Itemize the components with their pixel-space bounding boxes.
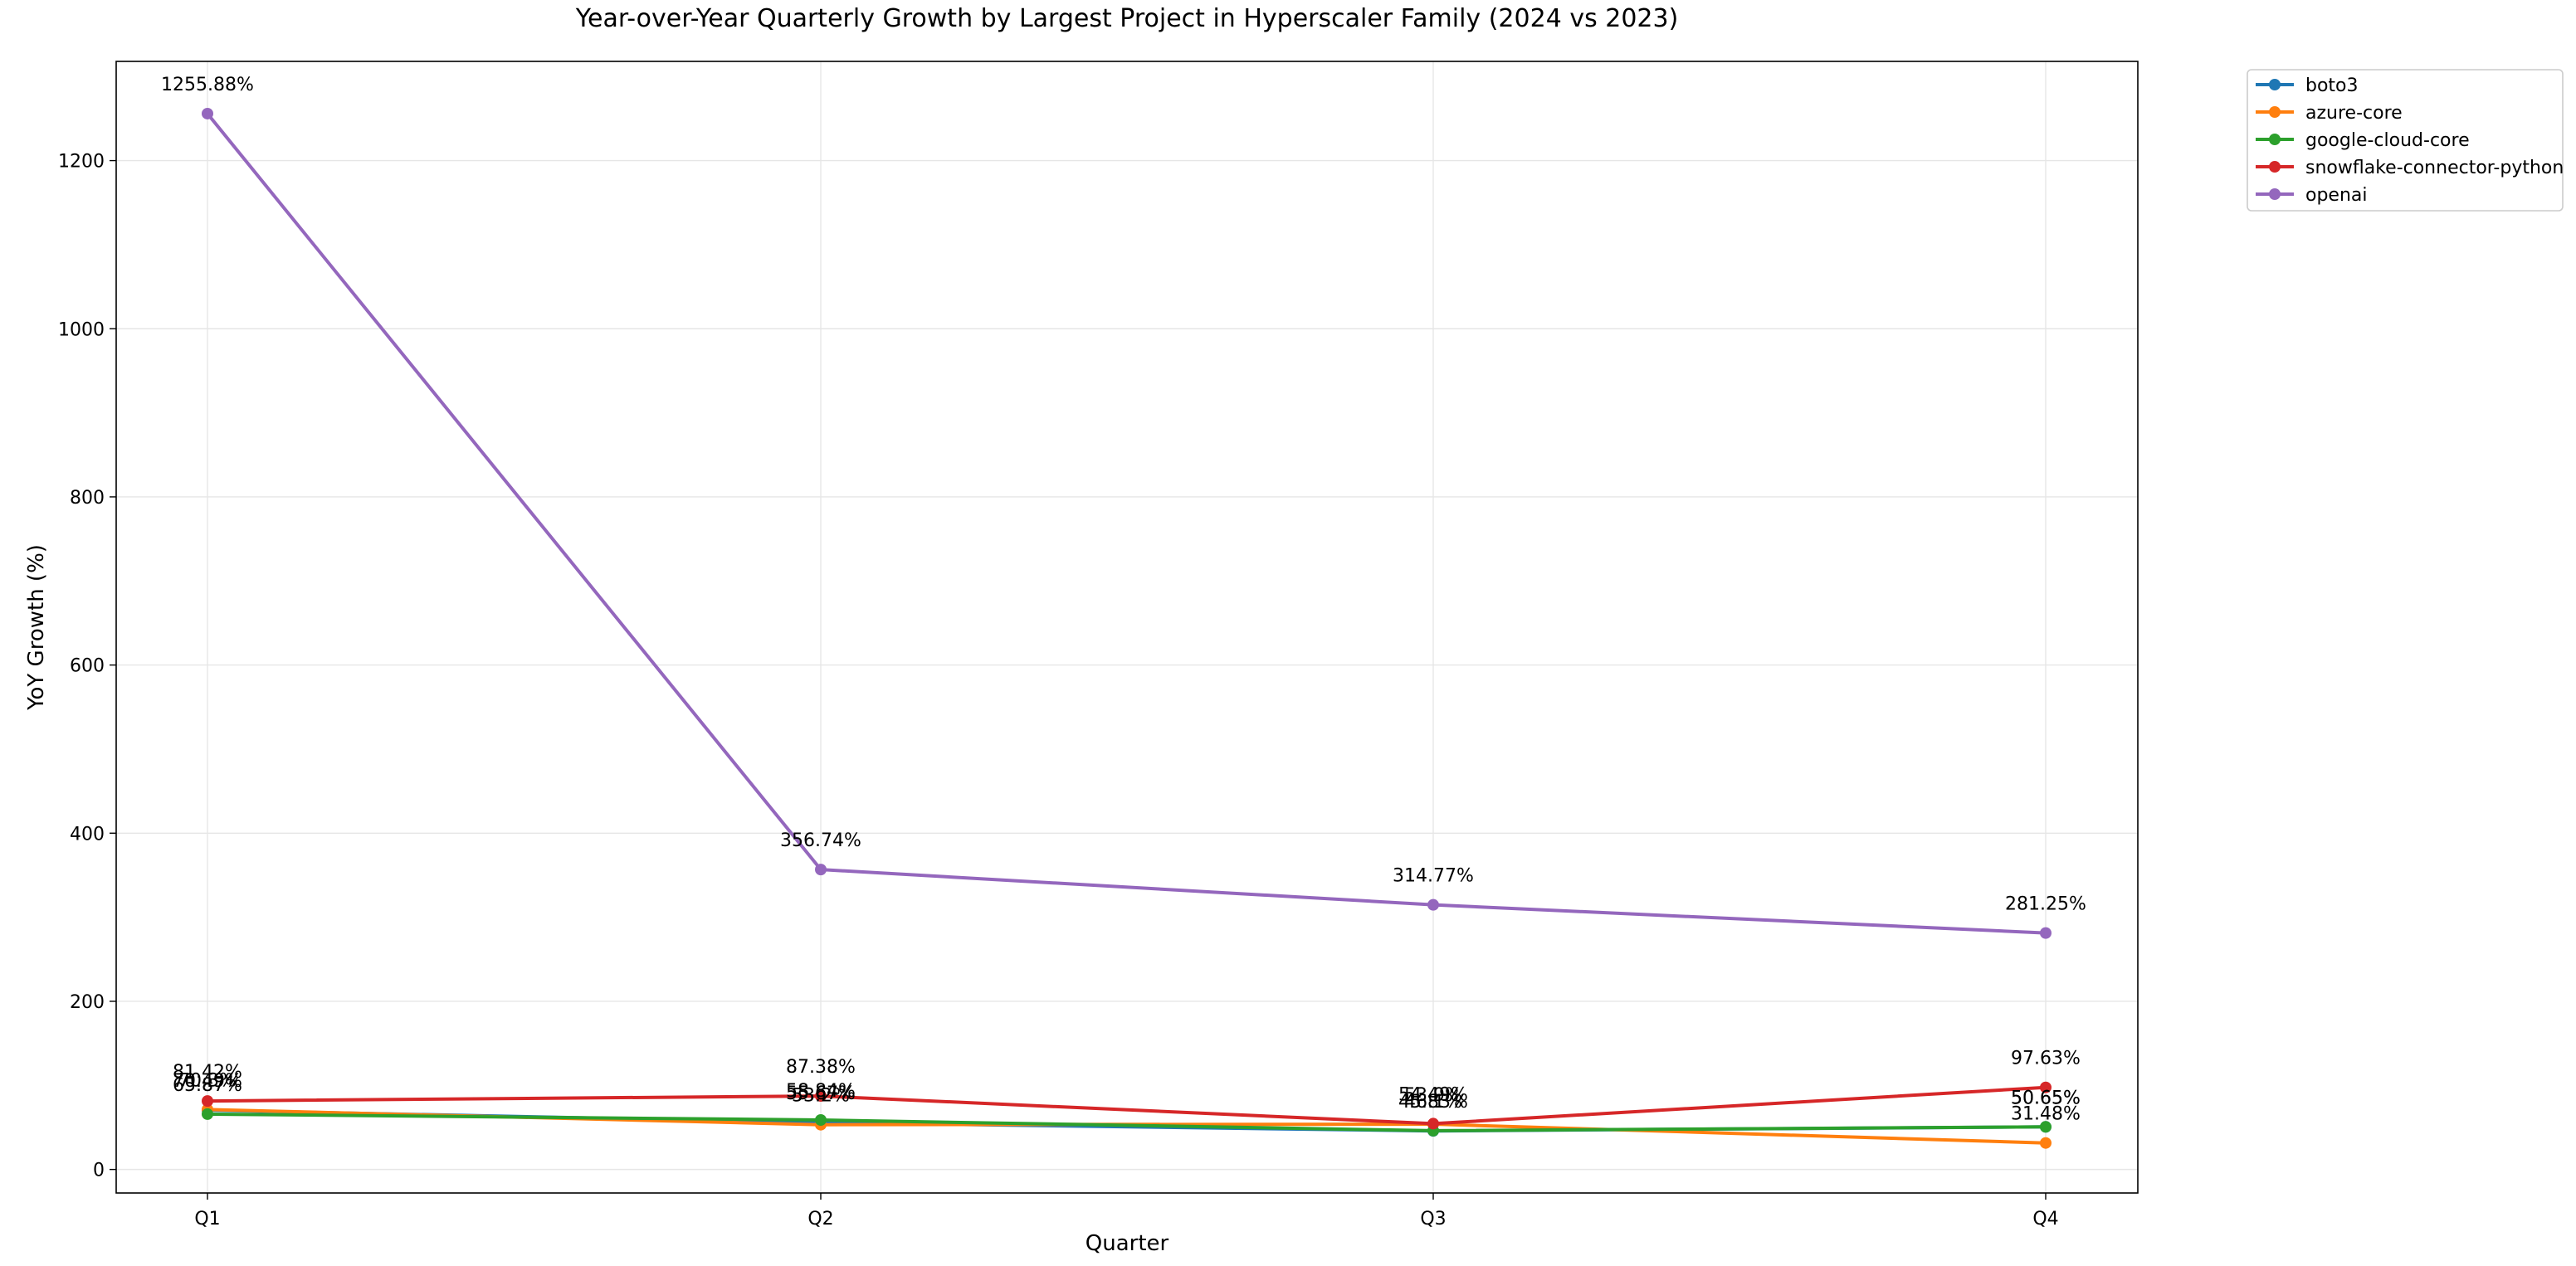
- data-point[interactable]: [1427, 898, 1439, 911]
- legend[interactable]: boto3 azure-core google-cloud-core snowflak…: [2247, 69, 2564, 212]
- series-layer: [202, 107, 2052, 1149]
- data-label: 50.65%: [2011, 1088, 2081, 1108]
- series-line[interactable]: [206, 1112, 2047, 1132]
- data-point[interactable]: [2040, 1081, 2052, 1093]
- y-tick-label: 0: [93, 1161, 105, 1181]
- legend-marker: [2269, 134, 2281, 145]
- data-label: 1255.88%: [161, 75, 254, 95]
- legend-frame: [2247, 69, 2564, 212]
- x-tick-label: Q2: [807, 1209, 833, 1229]
- data-point[interactable]: [202, 1095, 213, 1108]
- data-label: 46.1%: [1404, 1092, 1462, 1113]
- y-tick-label: 400: [70, 824, 105, 845]
- series-line[interactable]: [206, 1085, 2047, 1126]
- data-label: 70.49%: [173, 1071, 242, 1092]
- plot-area: 70.49% 55.67% 45.83% 50.65% 70.3% 53.2% 53.9% 3…: [115, 61, 2139, 1194]
- data-label: 281.25%: [2005, 894, 2086, 915]
- data-label: 58.84%: [786, 1081, 856, 1102]
- data-label: 53.9%: [1404, 1085, 1462, 1106]
- legend-marker: [2269, 161, 2281, 173]
- data-point[interactable]: [202, 107, 213, 119]
- data-point[interactable]: [2040, 1137, 2052, 1149]
- data-labels: 70.49% 55.67% 45.83% 50.65% 70.3% 53.2% 53.9% 3…: [161, 75, 2086, 1125]
- data-label: 81.42%: [173, 1062, 242, 1083]
- series-google-cloud-core[interactable]: [202, 1108, 2052, 1137]
- data-label: 97.63%: [2011, 1049, 2081, 1069]
- plot-frame: [115, 61, 2139, 1194]
- legend-label: google-cloud-core: [2305, 130, 2470, 151]
- y-tick-label: 800: [70, 488, 105, 509]
- legend-item-openai[interactable]: openai: [2256, 185, 2368, 206]
- legend-items: boto3 azure-core google-cloud-core snowflak…: [2256, 75, 2564, 206]
- legend-marker: [2269, 79, 2281, 90]
- series-line[interactable]: [206, 112, 2047, 935]
- x-tick-label: Q1: [194, 1209, 220, 1229]
- data-label: 31.48%: [2011, 1104, 2081, 1125]
- x-axis: Q1 Q2 Q3 Q4: [194, 1193, 2059, 1229]
- legend-marker: [2269, 188, 2281, 200]
- data-label: 356.74%: [780, 830, 861, 851]
- data-point[interactable]: [815, 864, 827, 876]
- data-point[interactable]: [815, 1090, 827, 1103]
- y-tick-label: 600: [70, 656, 105, 677]
- legend-marker: [2269, 106, 2281, 118]
- data-label: 50.65%: [2011, 1088, 2081, 1108]
- data-point[interactable]: [2040, 927, 2052, 939]
- y-tick-label: 1200: [58, 152, 105, 173]
- data-label: 65.87%: [173, 1075, 242, 1096]
- data-label: 45.83%: [1398, 1092, 1468, 1113]
- series-openai[interactable]: [202, 107, 2052, 939]
- data-point[interactable]: [1427, 1117, 1439, 1130]
- data-label: 54.49%: [1398, 1084, 1468, 1105]
- legend-label: openai: [2305, 185, 2368, 206]
- data-point[interactable]: [815, 1113, 827, 1126]
- data-point[interactable]: [2040, 1121, 2052, 1133]
- data-label: 70.3%: [178, 1070, 237, 1091]
- chart-title: Year-over-Year Quarterly Growth by Large…: [575, 4, 1679, 33]
- series-snowflake-connector-python[interactable]: [202, 1081, 2052, 1130]
- data-label: 55.67%: [786, 1083, 856, 1104]
- data-label: 314.77%: [1393, 866, 1474, 887]
- y-tick-label: 200: [70, 992, 105, 1013]
- y-axis: 0 200 400 600 800 1000 1200: [58, 152, 116, 1181]
- legend-item-snowflake-connector-python[interactable]: snowflake-connector-python: [2256, 158, 2564, 178]
- x-tick-label: Q4: [2032, 1209, 2058, 1229]
- legend-item-boto3[interactable]: boto3: [2256, 75, 2359, 96]
- legend-label: azure-core: [2305, 103, 2403, 124]
- legend-item-google-cloud-core[interactable]: google-cloud-core: [2256, 130, 2470, 151]
- legend-label: boto3: [2305, 75, 2359, 96]
- x-axis-label: Quarter: [1086, 1231, 1169, 1256]
- y-axis-label: YoY Growth (%): [24, 544, 49, 711]
- data-label: 87.38%: [786, 1057, 856, 1078]
- legend-item-azure-core[interactable]: azure-core: [2256, 103, 2403, 124]
- x-tick-label: Q3: [1420, 1209, 1446, 1229]
- legend-label: snowflake-connector-python: [2305, 158, 2564, 178]
- data-point[interactable]: [202, 1108, 213, 1120]
- grid: [116, 61, 2138, 1193]
- data-label: 53.2%: [792, 1086, 850, 1107]
- y-tick-label: 1000: [58, 319, 105, 340]
